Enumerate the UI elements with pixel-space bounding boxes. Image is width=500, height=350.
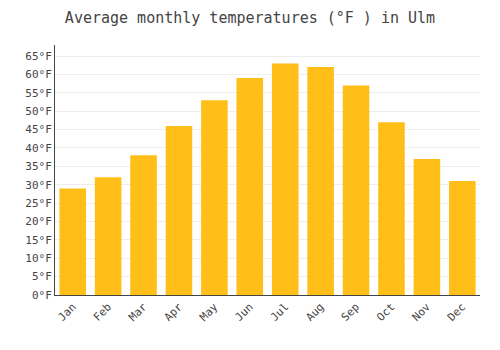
svg-text:Oct: Oct xyxy=(374,301,397,324)
svg-text:May: May xyxy=(197,300,221,324)
svg-text:Feb: Feb xyxy=(91,301,114,324)
svg-text:Jun: Jun xyxy=(233,301,256,324)
svg-text:55°F: 55°F xyxy=(25,87,52,100)
svg-text:Dec: Dec xyxy=(445,301,468,324)
svg-text:20°F: 20°F xyxy=(25,215,52,228)
svg-text:Apr: Apr xyxy=(162,300,186,324)
svg-text:5°F: 5°F xyxy=(32,270,52,283)
svg-text:45°F: 45°F xyxy=(25,123,52,136)
svg-text:60°F: 60°F xyxy=(25,68,52,81)
svg-text:Sep: Sep xyxy=(339,301,362,324)
svg-text:35°F: 35°F xyxy=(25,160,52,173)
svg-text:50°F: 50°F xyxy=(25,105,52,118)
svg-text:25°F: 25°F xyxy=(25,197,52,210)
svg-text:0°F: 0°F xyxy=(32,289,52,302)
svg-text:Jul: Jul xyxy=(268,301,291,324)
svg-text:Average monthly temperatures (: Average monthly temperatures (°F ) in Ul… xyxy=(65,9,435,27)
svg-text:15°F: 15°F xyxy=(25,234,52,247)
svg-text:Mar: Mar xyxy=(126,300,150,324)
svg-text:40°F: 40°F xyxy=(25,142,52,155)
svg-text:Nov: Nov xyxy=(410,300,434,324)
svg-text:Jan: Jan xyxy=(55,301,78,324)
svg-text:Aug: Aug xyxy=(303,301,326,324)
svg-text:10°F: 10°F xyxy=(25,252,52,265)
svg-text:65°F: 65°F xyxy=(25,50,52,63)
svg-text:30°F: 30°F xyxy=(25,179,52,192)
